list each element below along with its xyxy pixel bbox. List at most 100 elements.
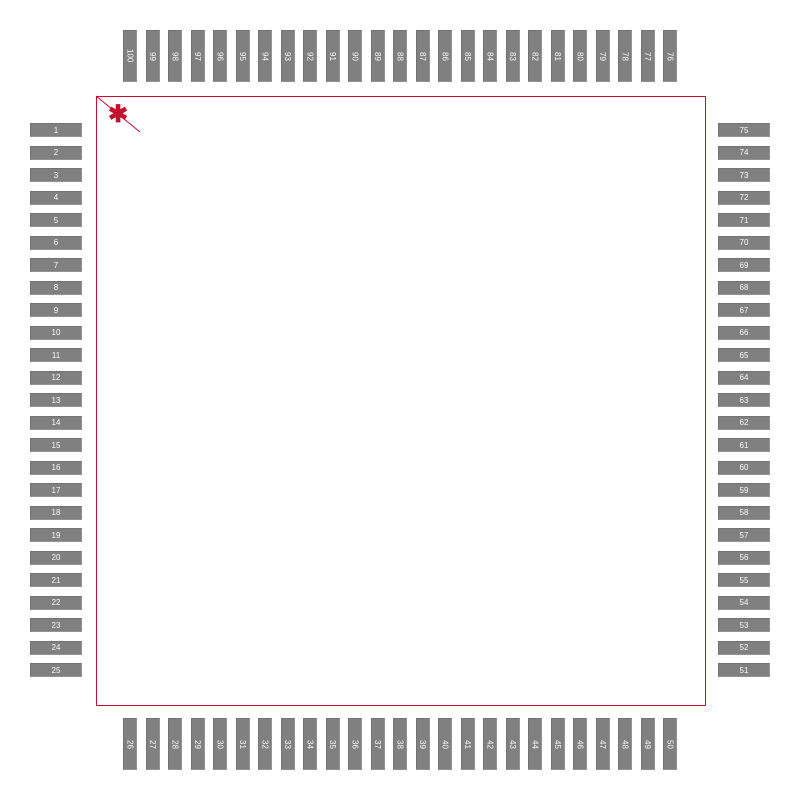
pin-50: 50 [663,718,677,770]
pin-9: 9 [30,303,82,317]
pin-93: 93 [281,30,295,82]
pin-27: 27 [146,718,160,770]
pin-71: 71 [718,213,770,227]
pin-38: 38 [393,718,407,770]
pin-5: 5 [30,213,82,227]
pin-55: 55 [718,573,770,587]
pin-97: 97 [191,30,205,82]
pin-51: 51 [718,663,770,677]
pin-98: 98 [168,30,182,82]
pin-83: 83 [506,30,520,82]
pin-77: 77 [641,30,655,82]
pin-91: 91 [326,30,340,82]
pin-14: 14 [30,416,82,430]
pin-3: 3 [30,168,82,182]
pin-89: 89 [371,30,385,82]
pin-80: 80 [573,30,587,82]
pin-81: 81 [551,30,565,82]
pin-10: 10 [30,326,82,340]
pin-2: 2 [30,146,82,160]
pin-86: 86 [438,30,452,82]
pin-1: 1 [30,123,82,137]
pin-19: 19 [30,528,82,542]
pin-46: 46 [573,718,587,770]
pin-34: 34 [303,718,317,770]
pin-84: 84 [483,30,497,82]
pin-58: 58 [718,506,770,520]
pin-41: 41 [461,718,475,770]
qfp-package-diagram: ✱123456789101112131415161718192021222324… [0,0,800,800]
pin-76: 76 [663,30,677,82]
pin-68: 68 [718,281,770,295]
pin-99: 99 [146,30,160,82]
pin-96: 96 [213,30,227,82]
pin-78: 78 [618,30,632,82]
pin-72: 72 [718,191,770,205]
pin-94: 94 [258,30,272,82]
pin-74: 74 [718,146,770,160]
pin-53: 53 [718,618,770,632]
pin-65: 65 [718,348,770,362]
pin-60: 60 [718,461,770,475]
pin-15: 15 [30,438,82,452]
pin-62: 62 [718,416,770,430]
pin-7: 7 [30,258,82,272]
pin-18: 18 [30,506,82,520]
pin-33: 33 [281,718,295,770]
pin-44: 44 [528,718,542,770]
pin-26: 26 [123,718,137,770]
pin-23: 23 [30,618,82,632]
pin-73: 73 [718,168,770,182]
pin-30: 30 [213,718,227,770]
pin-37: 37 [371,718,385,770]
pin-67: 67 [718,303,770,317]
pin-47: 47 [596,718,610,770]
pin-100: 100 [123,30,137,82]
pin-43: 43 [506,718,520,770]
pin-52: 52 [718,641,770,655]
pin-36: 36 [348,718,362,770]
pin-49: 49 [641,718,655,770]
pin-92: 92 [303,30,317,82]
pin-57: 57 [718,528,770,542]
pin-69: 69 [718,258,770,272]
package-body [96,96,706,706]
pin-20: 20 [30,551,82,565]
pin-79: 79 [596,30,610,82]
pin-70: 70 [718,236,770,250]
pin-35: 35 [326,718,340,770]
pin-66: 66 [718,326,770,340]
pin-28: 28 [168,718,182,770]
pin-85: 85 [461,30,475,82]
pin-16: 16 [30,461,82,475]
pin-61: 61 [718,438,770,452]
pin-42: 42 [483,718,497,770]
pin-40: 40 [438,718,452,770]
pin-32: 32 [258,718,272,770]
pin-59: 59 [718,483,770,497]
pin-11: 11 [30,348,82,362]
pin-54: 54 [718,596,770,610]
pin-87: 87 [416,30,430,82]
pin-22: 22 [30,596,82,610]
pin-13: 13 [30,393,82,407]
pin-24: 24 [30,641,82,655]
pin-63: 63 [718,393,770,407]
pin-31: 31 [236,718,250,770]
pin-8: 8 [30,281,82,295]
pin-82: 82 [528,30,542,82]
pin-25: 25 [30,663,82,677]
pin-4: 4 [30,191,82,205]
pin-12: 12 [30,371,82,385]
pin-48: 48 [618,718,632,770]
pin-45: 45 [551,718,565,770]
pin-88: 88 [393,30,407,82]
pin-6: 6 [30,236,82,250]
pin-21: 21 [30,573,82,587]
pin-56: 56 [718,551,770,565]
pin-75: 75 [718,123,770,137]
pin-64: 64 [718,371,770,385]
pin-90: 90 [348,30,362,82]
pin-95: 95 [236,30,250,82]
pin-29: 29 [191,718,205,770]
